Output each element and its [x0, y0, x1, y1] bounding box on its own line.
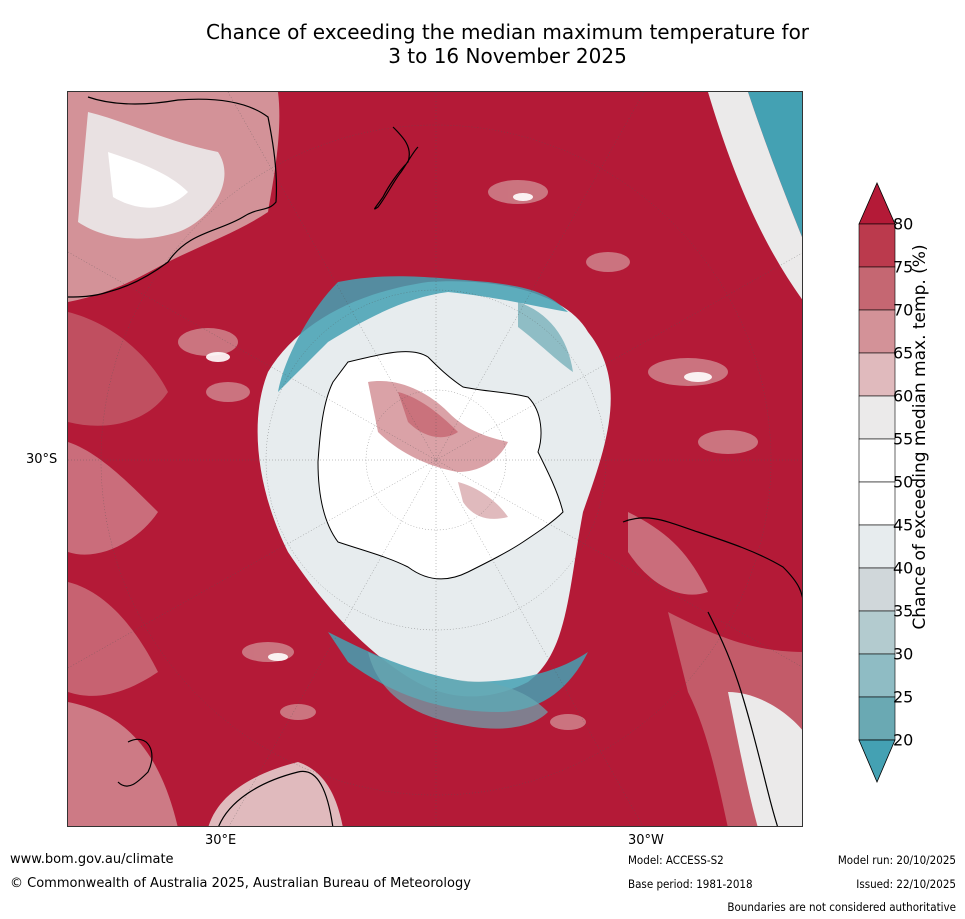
- australia-coastline: [68, 96, 278, 298]
- colorbar-bin-30-35: [858, 610, 896, 655]
- colorbar-label: Chance of exceeding median max. temp. (%…: [910, 244, 930, 630]
- colorbar-bin-65-70: [858, 309, 896, 354]
- title-line-2: 3 to 16 November 2025: [388, 44, 627, 68]
- footer-disclaimer: Boundaries are not considered authoritat…: [727, 900, 956, 914]
- map-title: Chance of exceeding the median maximum t…: [140, 20, 875, 68]
- colorbar-bin-75-80: [858, 223, 896, 268]
- colorbar-tick-35: 35: [893, 601, 914, 621]
- colorbar-tick-40: 40: [893, 558, 914, 578]
- colorbar-tick-45: 45: [893, 515, 914, 535]
- colorbar-bin-60-65: [858, 352, 896, 397]
- colorbar-bin-20-25: [858, 696, 896, 741]
- latitude-label-30s: 30°S: [26, 452, 58, 467]
- map-panel: [67, 91, 803, 827]
- longitude-label-30w: 30°W: [628, 833, 664, 848]
- colorbar-bin-35-40: [858, 567, 896, 612]
- colorbar-bin-25-30: [858, 653, 896, 698]
- colorbar-bin-70-75: [858, 266, 896, 311]
- footer-model: Model: ACCESS-S2: [628, 853, 724, 867]
- footer-copyright: © Commonwealth of Australia 2025, Austra…: [10, 876, 471, 891]
- title-line-1: Chance of exceeding the median maximum t…: [205, 20, 810, 44]
- colorbar-tick-70: 70: [893, 300, 914, 320]
- colorbar-tick-65: 65: [893, 343, 914, 363]
- colorbar-tick-55: 55: [893, 429, 914, 449]
- footer-base-period: Base period: 1981-2018: [628, 877, 753, 891]
- colorbar: [858, 182, 896, 784]
- new-zealand-outline: [374, 126, 419, 210]
- colorbar-bin-45-50: [858, 481, 896, 526]
- probability-map: [68, 92, 802, 826]
- colorbar-extension-high: [858, 182, 896, 225]
- colorbar-extension-low: [858, 739, 896, 784]
- colorbar-tick-75: 75: [893, 257, 914, 277]
- colorbar-bin-50-55: [858, 438, 896, 483]
- colorbar-tick-60: 60: [893, 386, 914, 406]
- footer-model-run: Model run: 20/10/2025: [837, 853, 956, 867]
- colorbar-bin-40-45: [858, 524, 896, 569]
- colorbar-tick-30: 30: [893, 644, 914, 664]
- longitude-label-30e: 30°E: [205, 833, 237, 848]
- footer-website: www.bom.gov.au/climate: [10, 852, 174, 867]
- footer-issued: Issued: 22/10/2025: [856, 877, 956, 891]
- colorbar-bin-55-60: [858, 395, 896, 440]
- southern-africa-coastline: [218, 770, 334, 826]
- colorbar-tick-80: 80: [893, 214, 914, 234]
- colorbar-tick-50: 50: [893, 472, 914, 492]
- northeast-low-probability-region: [748, 92, 802, 237]
- colorbar-tick-25: 25: [893, 687, 914, 707]
- colorbar-tick-20: 20: [893, 730, 914, 750]
- south-america-coastline: [622, 517, 802, 826]
